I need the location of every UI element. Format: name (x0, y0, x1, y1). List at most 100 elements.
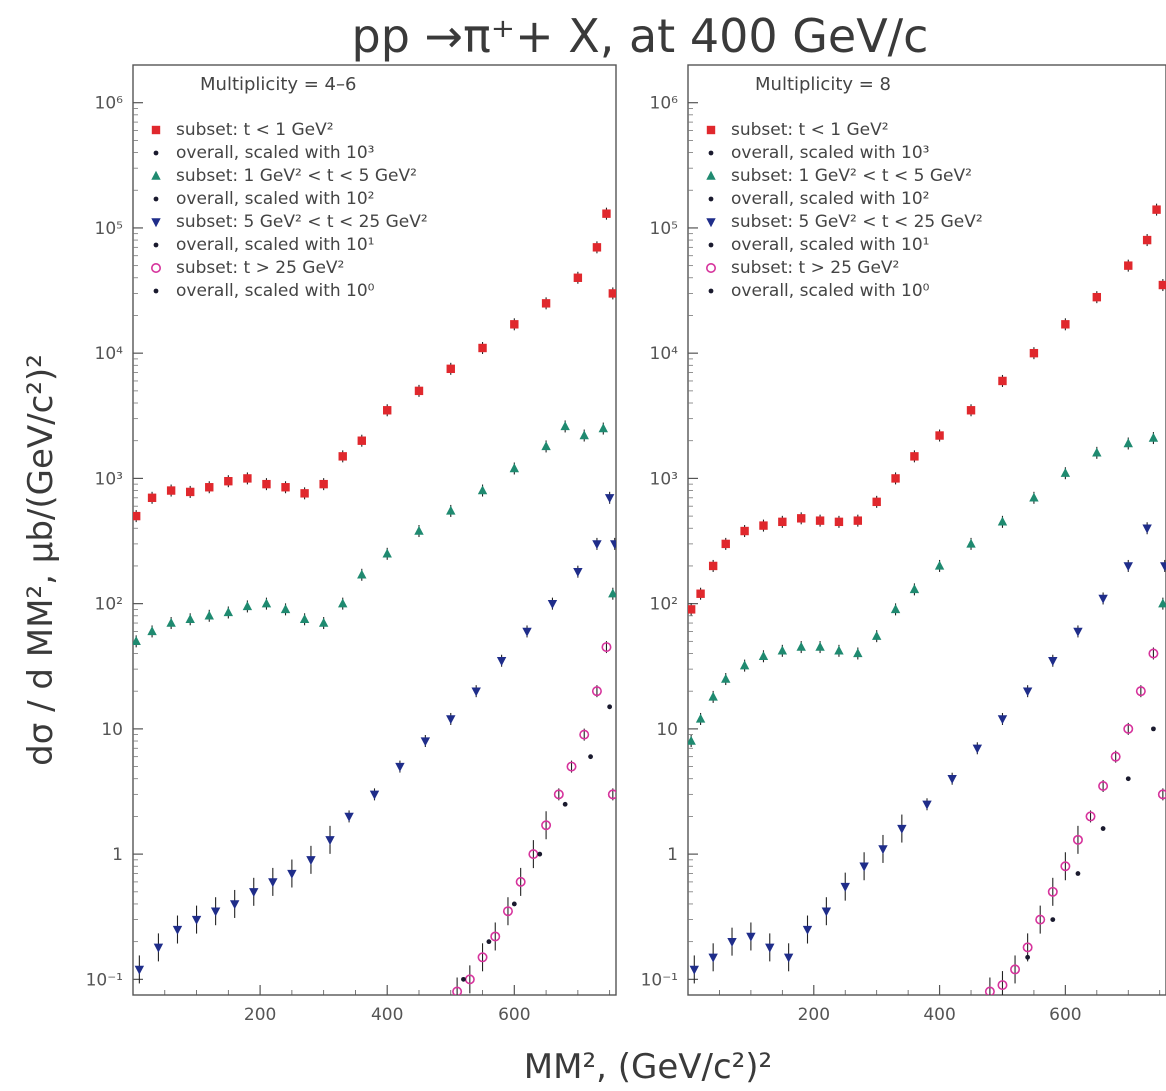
data-point (601, 642, 612, 653)
data-point (249, 888, 259, 898)
legend-marker (706, 170, 716, 180)
data-point (935, 431, 944, 440)
data-point (1152, 205, 1161, 214)
legend-entry: overall, scaled with 10⁰ (731, 281, 930, 301)
data-point (1092, 447, 1102, 457)
data-point (998, 376, 1007, 386)
legend-entry: subset: t > 25 GeV² (176, 258, 344, 278)
data-point (414, 386, 424, 396)
y-tick-label: 10 (656, 720, 678, 740)
panel-title: Multiplicity = 4–6 (200, 74, 356, 95)
data-point (147, 493, 157, 503)
data-point (1073, 627, 1083, 637)
x-tick-label: 600 (1049, 1005, 1081, 1025)
data-point (997, 715, 1008, 725)
data-point (357, 436, 366, 445)
data-point (859, 862, 869, 872)
data-point (300, 489, 309, 498)
data-point (1029, 492, 1039, 502)
data-point (541, 820, 552, 831)
legend-entry: overall, scaled with 10³ (731, 143, 930, 163)
data-point (153, 943, 164, 953)
data-point (1142, 524, 1152, 534)
data-point (592, 540, 602, 550)
data-point (280, 604, 291, 614)
data-point (185, 614, 195, 623)
data-point (471, 687, 481, 697)
y-tick-label: 10 (101, 720, 123, 740)
data-point (1110, 751, 1121, 762)
data-point (1098, 594, 1108, 604)
data-point (708, 561, 718, 571)
data-point (338, 452, 347, 461)
data-point (319, 479, 328, 489)
data-point (758, 651, 769, 660)
series-dot (436, 704, 613, 1001)
y-tick-label: 10⁶ (650, 94, 679, 114)
data-point (287, 869, 297, 879)
data-point (688, 605, 696, 614)
data-point (223, 607, 234, 617)
data-point (765, 943, 775, 953)
data-point (573, 567, 583, 577)
data-point (229, 900, 240, 910)
legend-entry: overall, scaled with 10² (731, 189, 930, 209)
data-point (721, 673, 731, 683)
legend-marker (153, 288, 159, 294)
data-point (997, 980, 1008, 991)
data-point (579, 430, 589, 440)
plot-frame (132, 64, 617, 996)
data-point (522, 627, 532, 637)
data-point (436, 996, 441, 1001)
data-point (588, 754, 593, 760)
data-point (1148, 648, 1159, 659)
data-point (1072, 834, 1083, 845)
data-point (853, 516, 863, 525)
data-points (688, 203, 1166, 995)
x-tick-label: 400 (371, 1005, 403, 1025)
data-point (477, 485, 488, 495)
data-point (1061, 320, 1070, 329)
data-point (369, 790, 380, 800)
series-circle-open (452, 641, 616, 995)
y-tick-label: 10² (650, 595, 678, 615)
data-point (478, 343, 487, 353)
data-point (166, 486, 176, 495)
data-point (815, 516, 825, 525)
series-triangle-down (134, 491, 616, 984)
data-point (853, 648, 863, 658)
data-point (708, 953, 718, 963)
data-point (318, 617, 329, 627)
data-point (268, 878, 278, 888)
data-point (997, 516, 1008, 526)
legend-entry: subset: t > 25 GeV² (731, 258, 899, 278)
data-point (1100, 826, 1106, 831)
panel-multiplicity-4-6: 10⁶ 10⁵ 10⁴ 10³ 10² 10 1 10⁻¹ 200 400 600 Multiplic… (86, 64, 617, 1025)
data-point (281, 483, 290, 492)
y-tick-label: 10⁵ (95, 219, 123, 239)
data-point (1098, 780, 1109, 791)
data-point (446, 364, 455, 374)
series-square (133, 207, 616, 523)
data-point (947, 775, 957, 784)
legend-marker (153, 242, 159, 248)
data-point (553, 789, 564, 800)
data-points (133, 207, 616, 1001)
legend-entry: overall, scaled with 10¹ (176, 235, 375, 255)
data-point (1050, 917, 1056, 923)
data-point (1060, 468, 1071, 477)
data-point (608, 289, 616, 298)
data-point (598, 423, 608, 433)
data-point (510, 320, 519, 329)
data-point (1048, 657, 1058, 666)
data-point (607, 789, 616, 800)
data-point (878, 845, 888, 855)
data-point (1124, 261, 1133, 270)
data-point (502, 906, 513, 917)
data-point (972, 744, 983, 754)
data-point (1135, 686, 1146, 697)
data-point (891, 474, 900, 483)
data-point (696, 589, 705, 598)
data-point (966, 538, 976, 548)
